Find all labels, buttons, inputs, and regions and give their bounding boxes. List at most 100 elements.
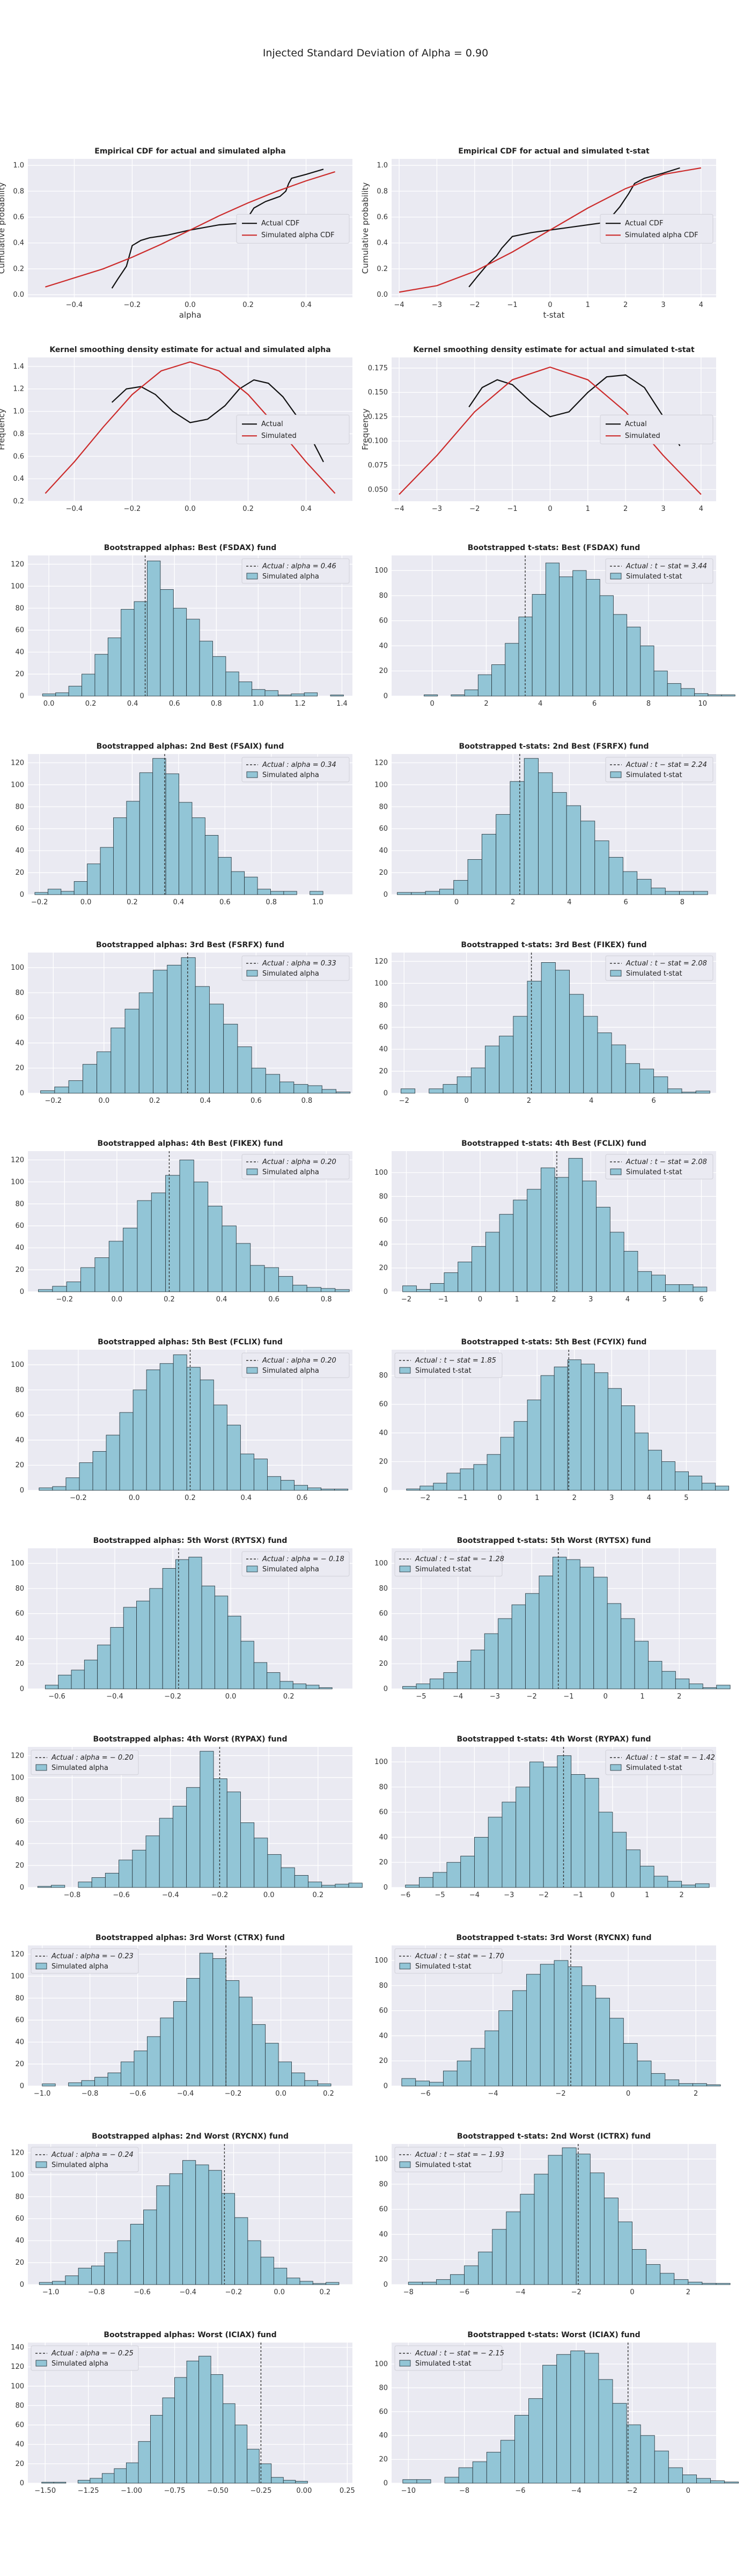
histogram-bar bbox=[81, 2080, 95, 2087]
histogram-bar bbox=[136, 1600, 150, 1689]
histogram-bar bbox=[557, 1755, 572, 1888]
histogram-bar bbox=[267, 1672, 281, 1689]
y-axis-label: Frequency bbox=[0, 408, 6, 450]
y-axis-label: Cumulative probability bbox=[0, 182, 6, 274]
y-tick-label: 0.175 bbox=[368, 364, 388, 372]
histogram-bar bbox=[240, 1822, 255, 1888]
legend-box bbox=[241, 1352, 350, 1378]
histogram-bar bbox=[234, 2217, 248, 2285]
histogram-bar bbox=[572, 570, 587, 697]
subplot-4: −4 −3 −2 −1 0 1 2 3 4 0.050 0.075 0.100 0.125 0.150 0.… bbox=[360, 346, 716, 513]
x-tick-label: 1 bbox=[586, 301, 590, 309]
legend-label: Actual CDF bbox=[261, 219, 299, 228]
histogram-bar bbox=[474, 1836, 489, 1888]
histogram-bar bbox=[513, 1421, 528, 1491]
y-tick-label: 40 bbox=[379, 642, 388, 650]
series-line bbox=[111, 379, 324, 463]
histogram-bar bbox=[637, 1271, 652, 1292]
histogram-bar bbox=[472, 1246, 486, 1292]
histogram-bar bbox=[149, 1588, 163, 1689]
histogram-bar bbox=[181, 957, 196, 1094]
x-tick-label: −1.0 bbox=[42, 2288, 60, 2296]
histogram-bar bbox=[37, 1886, 51, 1888]
subplot-24: −10 −8 −6 −4 −2 0 0 20 40 60 80 100 Bootstrapped t-s… bbox=[374, 2331, 739, 2495]
y-tick-label: 0.8 bbox=[377, 187, 388, 195]
histogram-bar bbox=[105, 1872, 120, 1888]
subplot-13: −0.2 0.0 0.2 0.4 0.6 0 20 40 60 80 100 Bootstrapped… bbox=[11, 1338, 352, 1502]
legend-label: Simulated t-stat bbox=[626, 771, 682, 779]
histogram-bar bbox=[209, 1004, 224, 1094]
histogram-bar bbox=[524, 758, 539, 895]
histogram-bar bbox=[516, 1787, 530, 1888]
y-tick-label: 20 bbox=[15, 1660, 24, 1668]
histogram-bar bbox=[108, 1241, 124, 1292]
x-tick-label: −6 bbox=[420, 2090, 430, 2098]
histogram-bar bbox=[402, 1285, 417, 1292]
y-tick-label: 0.2 bbox=[377, 265, 388, 273]
legend-label: Simulated t-stat bbox=[626, 1168, 682, 1176]
x-tick-label: 0 bbox=[430, 700, 434, 708]
histogram-bar bbox=[134, 2051, 148, 2087]
histogram-bar bbox=[492, 2229, 507, 2285]
y-tick-label: 80 bbox=[15, 2402, 24, 2410]
x-tick-label: 0.0 bbox=[112, 1296, 123, 1304]
histogram-bar bbox=[593, 1577, 608, 1689]
x-tick-label: 5 bbox=[662, 1296, 667, 1304]
histogram-bar bbox=[145, 1835, 160, 1888]
y-tick-label: 20 bbox=[15, 2060, 24, 2068]
histogram-bar bbox=[688, 2281, 703, 2285]
series-line bbox=[468, 167, 680, 288]
histogram-bar bbox=[594, 840, 609, 895]
legend-swatch bbox=[35, 1963, 47, 1970]
x-tick-label: −1 bbox=[438, 1296, 448, 1304]
histogram-bar bbox=[609, 1232, 624, 1292]
legend-box bbox=[241, 1551, 350, 1577]
histogram-bar bbox=[212, 1958, 226, 2087]
x-tick-label: −4 bbox=[394, 505, 404, 513]
histogram-bar bbox=[660, 2273, 675, 2285]
x-tick-label: 0.2 bbox=[283, 1693, 294, 1701]
x-tick-label: −2 bbox=[469, 505, 480, 513]
histogram-bar bbox=[165, 773, 179, 895]
histogram-bar bbox=[623, 1251, 638, 1292]
legend-label: Simulated alpha bbox=[262, 1565, 319, 1574]
x-tick-label: 1 bbox=[640, 1693, 644, 1701]
histogram-bar bbox=[679, 2083, 693, 2087]
histogram-bar bbox=[481, 833, 497, 895]
x-tick-label: 2 bbox=[527, 1097, 531, 1105]
histogram-bar bbox=[54, 1086, 69, 1094]
y-tick-label: 0 bbox=[384, 1487, 388, 1495]
y-tick-label: 0.0 bbox=[377, 291, 388, 299]
histogram-bar bbox=[419, 1485, 434, 1491]
histogram-bar bbox=[436, 2279, 451, 2285]
histogram-bar bbox=[91, 1877, 106, 1888]
y-tick-label: 20 bbox=[15, 1266, 24, 1274]
histogram-bar bbox=[682, 2475, 697, 2484]
histogram-bar bbox=[34, 892, 48, 895]
histogram-bar bbox=[294, 1875, 308, 1888]
x-tick-label: 0.4 bbox=[216, 1296, 227, 1304]
x-tick-label: 1 bbox=[645, 1891, 649, 1899]
legend-label: Actual : t − stat = − 1.42 bbox=[625, 1754, 715, 1762]
x-tick-label: 1.0 bbox=[253, 700, 264, 708]
histogram-bar bbox=[654, 2450, 669, 2484]
histogram-bar bbox=[41, 2482, 54, 2484]
histogram-bar bbox=[198, 2355, 211, 2484]
histogram-bar bbox=[634, 1641, 649, 1689]
legend-label: Actual : alpha = 0.20 bbox=[262, 1158, 336, 1166]
histogram-bar bbox=[580, 821, 595, 895]
histogram-bar bbox=[568, 1966, 583, 2087]
x-tick-label: −0.4 bbox=[162, 1891, 179, 1899]
legend-box bbox=[236, 214, 350, 244]
y-tick-label: 0 bbox=[384, 1089, 388, 1097]
y-tick-label: 40 bbox=[379, 1635, 388, 1643]
histogram-bar bbox=[639, 1069, 654, 1094]
legend: Actual Simulated bbox=[236, 414, 350, 444]
histogram-bar bbox=[186, 1367, 201, 1491]
legend-label: Actual : alpha = − 0.20 bbox=[51, 1754, 134, 1762]
histogram-bar bbox=[94, 1257, 109, 1292]
x-tick-label: 0.25 bbox=[340, 2487, 355, 2495]
histogram-bar bbox=[430, 1283, 445, 1292]
legend: Actual CDF Simulated alpha CDF bbox=[236, 214, 350, 244]
histogram-bar bbox=[42, 693, 56, 697]
